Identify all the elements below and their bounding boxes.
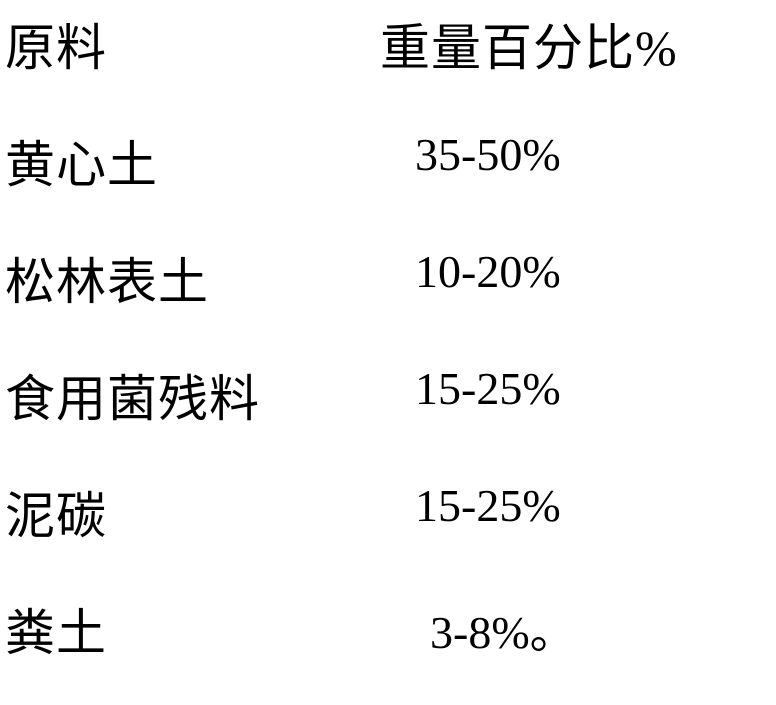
row-name: 粪土 (5, 593, 107, 665)
header-col1: 原料 (5, 8, 107, 80)
header-col2: 重量百分比% (380, 8, 678, 80)
row-name: 松林表土 (5, 242, 209, 314)
table-container: 原料 重量百分比% 黄心土 35-50% 松林表土 10-20% 食用菌残料 1… (0, 0, 776, 705)
row-value: 10-20% (415, 245, 561, 298)
row-value: 15-25% (415, 362, 561, 415)
row-value: 15-25% (415, 479, 561, 532)
row-value: 35-50% (415, 128, 561, 181)
row-name: 黄心土 (5, 125, 158, 197)
row-name: 食用菌残料 (5, 359, 260, 431)
row-name: 泥碳 (5, 476, 107, 548)
row-value: 3-8%。 (430, 596, 576, 662)
